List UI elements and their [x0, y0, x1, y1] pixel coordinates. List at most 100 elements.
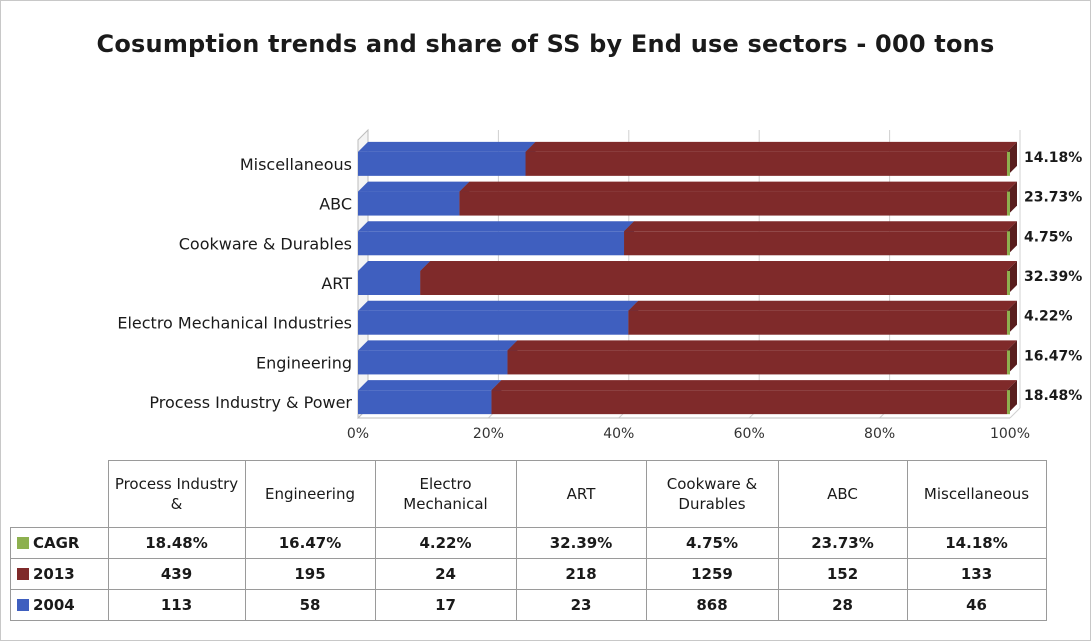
- bar-2013: [459, 191, 1007, 216]
- legend-swatch: [17, 568, 29, 580]
- data-label: 23.73%: [1024, 190, 1082, 206]
- bar-2004-top: [358, 221, 635, 232]
- row-label: 2004: [10, 589, 109, 621]
- table-cell: 58: [244, 589, 376, 621]
- category-label: Engineering: [256, 353, 352, 372]
- bar-2004-top: [358, 380, 502, 391]
- table-cell: 24: [374, 558, 517, 590]
- bar-2004-top: [358, 340, 518, 351]
- x-tick-label: 20%: [473, 426, 504, 442]
- bar-2013: [525, 151, 1007, 176]
- table-cell: 14.18%: [906, 527, 1047, 559]
- stacked-bar-chart: 0% 20% 40% 60% 80% 100% Process Industry & Pow…: [117, 128, 1082, 442]
- table-header: Process Industry &: [107, 460, 246, 528]
- table-cell: 195: [244, 558, 376, 590]
- bar-2013: [628, 310, 1007, 335]
- table-cell: 28: [777, 589, 908, 621]
- category-label: Electro Mechanical Industries: [117, 314, 352, 333]
- bar-2004: [358, 191, 460, 216]
- table-cell: 23.73%: [777, 527, 908, 559]
- gridline: [1009, 407, 1021, 419]
- table-corner: [10, 460, 109, 528]
- table-header: Electro Mechanical: [374, 460, 517, 528]
- bar-2013-top: [507, 340, 1017, 351]
- bar-2013: [420, 271, 1007, 295]
- table-cell: 4.22%: [374, 527, 517, 559]
- bar-2004: [358, 151, 526, 176]
- data-label: 16.47%: [1024, 348, 1082, 364]
- bar-2004: [358, 271, 421, 295]
- bar-cagr: [1007, 191, 1010, 216]
- category-label: ART: [321, 274, 352, 293]
- bar-cagr: [1007, 271, 1010, 295]
- bar-cagr: [1007, 231, 1010, 256]
- table-row: 2013 439 195 24 218 1259 152 133: [10, 558, 1047, 590]
- category-label: Process Industry & Power: [149, 393, 352, 412]
- bar-2004-top: [358, 261, 431, 271]
- bar-2013-top: [420, 261, 1017, 271]
- data-label: 14.18%: [1024, 150, 1082, 166]
- data-label: 32.39%: [1024, 269, 1082, 285]
- series-name: 2013: [33, 565, 75, 583]
- x-tick-label: 0%: [347, 426, 369, 442]
- chart-title: Cosumption trends and share of SS by End…: [96, 30, 995, 58]
- table-cell: 32.39%: [515, 527, 647, 559]
- table-cell: 18.48%: [107, 527, 246, 559]
- table-cell: 133: [906, 558, 1047, 590]
- bar-2013-top: [628, 300, 1017, 311]
- table-header: Engineering: [244, 460, 376, 528]
- table-cell: 16.47%: [244, 527, 376, 559]
- table-header: ABC: [777, 460, 908, 528]
- x-tick-label: 40%: [603, 426, 634, 442]
- category-label: ABC: [319, 195, 352, 214]
- legend-swatch: [17, 599, 29, 611]
- series-name: 2004: [33, 596, 75, 614]
- data-label: 18.48%: [1024, 388, 1082, 404]
- bar-2013-top: [624, 221, 1017, 232]
- bar-2013-top: [459, 181, 1017, 192]
- bar-2004-top: [358, 141, 536, 152]
- table-cell: 439: [107, 558, 246, 590]
- bar-2013-top: [491, 380, 1017, 391]
- legend-swatch: [17, 537, 29, 549]
- table-header-row: Process Industry & Engineering Electro M…: [10, 460, 1047, 528]
- bar-cagr: [1007, 151, 1010, 176]
- bar-2013: [491, 390, 1007, 415]
- category-label: Cookware & Durables: [179, 234, 352, 253]
- bar-2004: [358, 310, 629, 335]
- bar-2004: [358, 390, 492, 415]
- table-header: Miscellaneous: [906, 460, 1047, 528]
- table-header: Cookware & Durables: [645, 460, 779, 528]
- table-header: ART: [515, 460, 647, 528]
- x-tick-label: 100%: [990, 426, 1030, 442]
- data-label: 4.75%: [1024, 229, 1073, 245]
- data-table: Process Industry & Engineering Electro M…: [10, 460, 1047, 621]
- table-row: 2004 113 58 17 23 868 28 46: [10, 589, 1047, 621]
- table-cell: 868: [645, 589, 779, 621]
- x-tick-label: 60%: [734, 426, 765, 442]
- bar-2004-top: [358, 181, 470, 192]
- table-cell: 218: [515, 558, 647, 590]
- bar-cagr: [1007, 350, 1010, 375]
- table-cell: 46: [906, 589, 1047, 621]
- bar-cagr: [1007, 310, 1010, 335]
- table-cell: 4.75%: [645, 527, 779, 559]
- bar-2004-top: [358, 300, 639, 311]
- bar-2013: [624, 231, 1007, 256]
- bar-cagr: [1007, 390, 1010, 415]
- category-label: Miscellaneous: [240, 155, 352, 174]
- bar-2013: [507, 350, 1007, 375]
- bar-2004: [358, 231, 625, 256]
- bar-2013-top: [525, 141, 1017, 152]
- table-cell: 1259: [645, 558, 779, 590]
- series-name: CAGR: [33, 534, 80, 552]
- table-cell: 17: [374, 589, 517, 621]
- table-row: CAGR 18.48% 16.47% 4.22% 32.39% 4.75% 23…: [10, 527, 1047, 559]
- x-tick-label: 80%: [864, 426, 895, 442]
- table-cell: 113: [107, 589, 246, 621]
- data-label: 4.22%: [1024, 309, 1073, 325]
- row-label: CAGR: [10, 527, 109, 559]
- bar-2004: [358, 350, 508, 375]
- row-label: 2013: [10, 558, 109, 590]
- table-cell: 152: [777, 558, 908, 590]
